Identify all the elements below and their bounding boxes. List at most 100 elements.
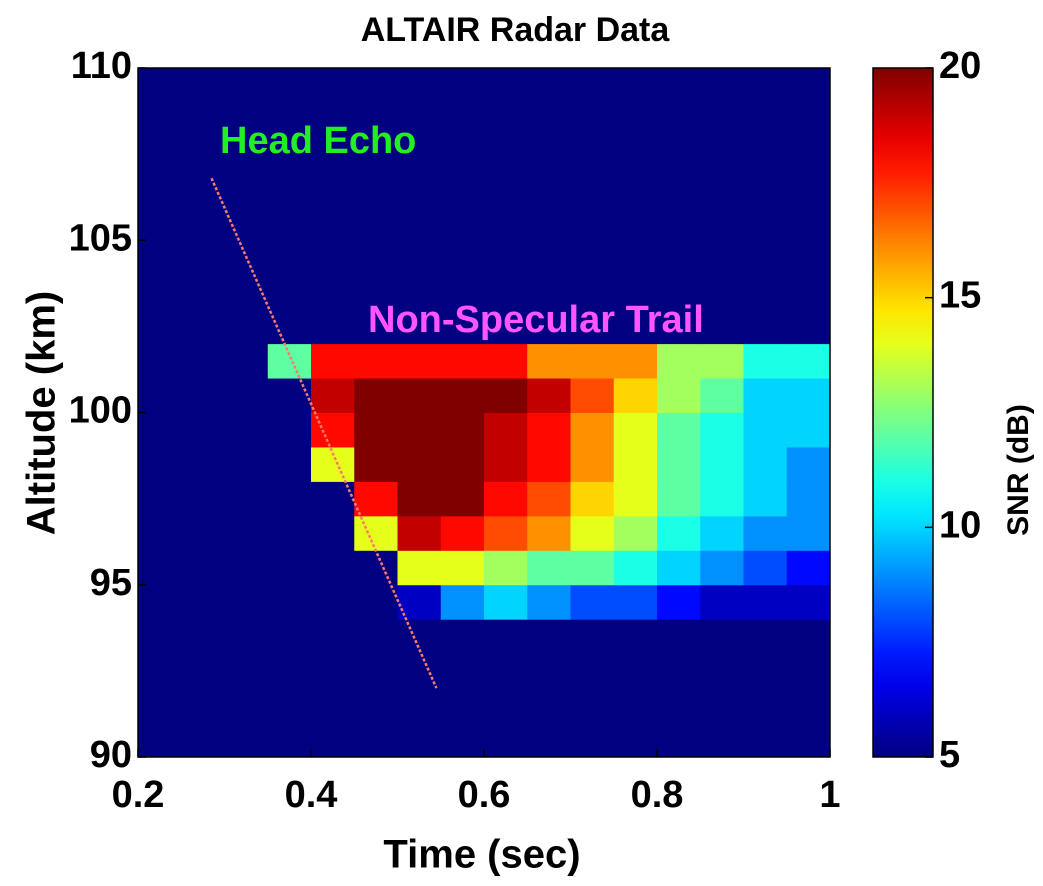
heat-cell (267, 343, 312, 379)
heat-cell (181, 136, 225, 172)
heat-cell (743, 722, 788, 758)
heat-cell (138, 584, 182, 620)
heat-cell (613, 274, 658, 310)
heat-cell (440, 309, 485, 345)
heat-cell (700, 722, 744, 758)
heat-cell (570, 240, 615, 276)
heat-cell (657, 343, 701, 379)
heat-cell (657, 722, 701, 758)
heat-cell (138, 378, 182, 413)
heat-cell (181, 309, 225, 345)
colorbar-tick-label: 10 (939, 504, 981, 546)
heat-cell (224, 446, 269, 482)
heat-cell (743, 171, 788, 207)
heat-cell (657, 515, 701, 551)
heat-cell (484, 171, 528, 207)
heat-cell (613, 136, 658, 172)
heat-cell (786, 136, 831, 172)
heat-cell (181, 688, 225, 724)
heat-cell (743, 446, 788, 482)
heat-cell (311, 378, 355, 413)
heat-cell (700, 584, 744, 620)
heat-cell (267, 722, 312, 758)
heat-cell (354, 136, 398, 172)
annotation: Non-Specular Trail (368, 299, 704, 341)
heat-cell (657, 446, 701, 482)
heat-cell (484, 343, 528, 379)
heat-cell (657, 550, 701, 586)
heat-cell (224, 378, 269, 413)
x-tick-label: 0.2 (112, 774, 165, 816)
heat-cell (354, 102, 398, 138)
heat-cell (527, 584, 571, 620)
heat-cell (181, 619, 225, 655)
heat-cell (570, 481, 615, 517)
heat-cell (440, 584, 485, 620)
heat-cell (354, 481, 398, 517)
heat-cell (181, 343, 225, 379)
heat-cell (786, 550, 831, 586)
heat-cell (397, 205, 442, 241)
heat-cell (354, 653, 398, 689)
heat-cell (570, 171, 615, 207)
heat-cell (224, 205, 269, 241)
heat-cell (657, 68, 701, 103)
heat-cell (224, 102, 269, 138)
heat-cell (570, 68, 615, 103)
heat-cell (700, 653, 744, 689)
heat-cell (440, 68, 485, 103)
heat-cell (700, 688, 744, 724)
heat-cell (527, 240, 571, 276)
heat-cell (397, 136, 442, 172)
heat-cell (267, 171, 312, 207)
heat-cell (657, 205, 701, 241)
heat-cell (570, 722, 615, 758)
heat-cell (224, 481, 269, 517)
heat-cell (700, 481, 744, 517)
heat-cell (440, 274, 485, 310)
heat-cell (138, 550, 182, 586)
heat-cell (311, 274, 355, 310)
colorbar-tick-label: 20 (939, 45, 981, 87)
colorbar-tick-label: 5 (939, 734, 960, 776)
heat-cell (440, 205, 485, 241)
heat-cell (700, 205, 744, 241)
heat-cell (311, 446, 355, 482)
heat-cell (786, 102, 831, 138)
heat-cell (786, 378, 831, 413)
heat-cell (311, 550, 355, 586)
y-tick-label: 90 (90, 734, 132, 776)
heat-cell (311, 68, 355, 103)
heat-cell (181, 515, 225, 551)
heat-cell (397, 274, 442, 310)
heat-cell (527, 68, 571, 103)
heat-cell (527, 481, 571, 517)
heat-cell (354, 343, 398, 379)
heat-cell (527, 171, 571, 207)
heat-cell (484, 102, 528, 138)
heat-cell (786, 584, 831, 620)
heat-cell (700, 412, 744, 448)
heat-cell (440, 688, 485, 724)
heat-cell (743, 309, 788, 345)
heat-cell (267, 309, 312, 345)
heat-cell (527, 619, 571, 655)
heat-cell (181, 68, 225, 103)
heat-cell (484, 68, 528, 103)
heat-cell (786, 240, 831, 276)
heat-cell (354, 619, 398, 655)
heat-cell (181, 412, 225, 448)
heat-cell (484, 619, 528, 655)
heat-cell (657, 102, 701, 138)
heat-cell (613, 378, 658, 413)
heat-cell (181, 205, 225, 241)
x-axis-label: Time (sec) (383, 833, 580, 877)
heat-cell (743, 343, 788, 379)
heat-cell (613, 688, 658, 724)
y-tick-label: 110 (71, 45, 132, 87)
heat-cell (484, 205, 528, 241)
heat-cell (267, 240, 312, 276)
heat-cell (527, 205, 571, 241)
heat-cell (181, 378, 225, 413)
heat-cell (440, 446, 485, 482)
